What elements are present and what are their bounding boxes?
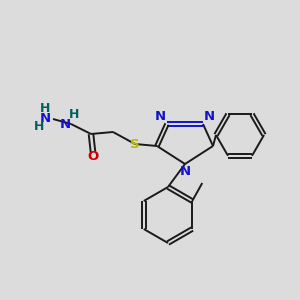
Text: S: S: [130, 137, 140, 151]
Text: H: H: [69, 109, 79, 122]
Text: N: N: [179, 165, 191, 178]
Text: H: H: [40, 103, 50, 116]
Text: N: N: [204, 110, 215, 123]
Text: N: N: [60, 118, 71, 130]
Text: H: H: [34, 119, 44, 133]
Text: N: N: [155, 110, 166, 123]
Text: O: O: [87, 151, 99, 164]
Text: N: N: [40, 112, 51, 125]
